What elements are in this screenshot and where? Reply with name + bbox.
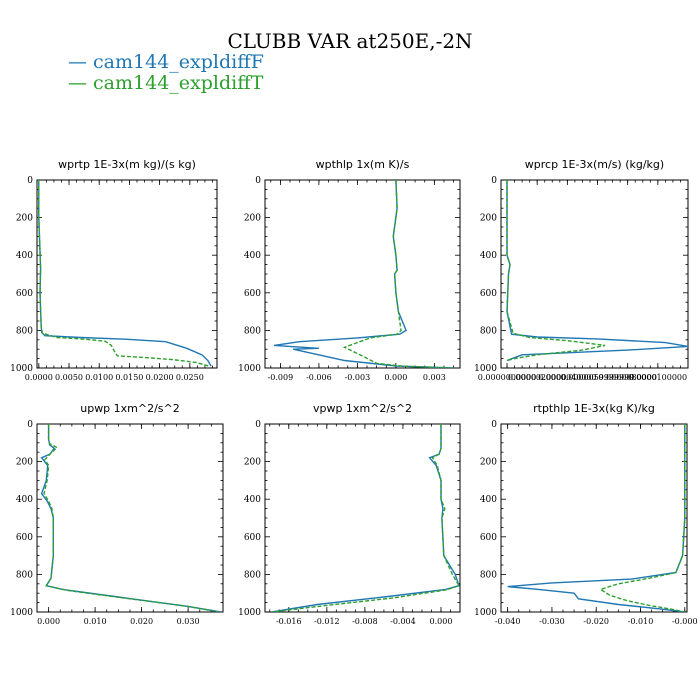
y-tick-label: 800 <box>480 326 497 336</box>
y-tick-label: 400 <box>16 251 33 261</box>
x-tick-label: -0.003 <box>345 373 371 382</box>
y-tick-label: 0 <box>255 420 261 430</box>
panel-3: upwp 1xm^2/s^2 0 200 400 600 800 1000 0.000 0.01… <box>10 402 224 626</box>
x-tick-label: 0.0000 <box>25 373 53 382</box>
x-tick-label: 0.0100 <box>85 373 113 382</box>
y-tick-label: 1000 <box>238 608 261 618</box>
x-tick-label: -0.004 <box>390 617 416 626</box>
figure-title: CLUBB VAR at250E,-2N <box>227 29 472 53</box>
series-line-1 <box>271 424 460 612</box>
y-tick-label: 200 <box>480 458 497 468</box>
y-tick-label: 0 <box>27 420 33 430</box>
y-tick-label: 800 <box>244 570 261 580</box>
panel-0: wprtp 1E-3x(m kg)/(s kg) 0 200 400 600 800 100… <box>10 158 218 382</box>
y-tick-label: 800 <box>16 570 33 580</box>
y-tick-label: 600 <box>16 289 33 299</box>
y-tick-label: 400 <box>16 495 33 505</box>
x-tick-label: 0.020 <box>130 617 153 626</box>
y-tick-label: 1000 <box>238 364 261 374</box>
y-tick-label: 200 <box>244 214 261 224</box>
y-tick-label: 1000 <box>474 608 497 618</box>
y-tick-label: 0 <box>491 176 497 186</box>
y-tick-label: 600 <box>244 289 261 299</box>
series-line-0 <box>40 424 221 612</box>
x-tick-label: 0.0000080000 <box>598 373 657 382</box>
series-line-0 <box>271 424 460 612</box>
x-tick-label: 0.003 <box>423 373 446 382</box>
x-tick-label: 0.0000100000 <box>629 373 688 382</box>
x-tick-label: -0.010 <box>628 617 654 626</box>
panel-4: vpwp 1xm^2/s^2 0 200 400 600 800 1000 -0.016 -0.… <box>238 402 461 626</box>
x-tick-label: 0.0150 <box>115 373 143 382</box>
series-line-0 <box>273 180 454 368</box>
series-line-1 <box>43 424 219 612</box>
y-tick-label: 200 <box>16 214 33 224</box>
x-tick-label: 0.010 <box>84 617 107 626</box>
legend-entry-0: — cam144_expldiffF <box>68 51 264 73</box>
panel-2: wprcp 1E-3x(m/s) (kg/kg) 0 200 400 600 800 100… <box>474 158 689 382</box>
y-tick-label: 1000 <box>10 608 33 618</box>
y-tick-label: 200 <box>480 214 497 224</box>
plot-frame <box>264 423 461 613</box>
y-tick-label: 200 <box>244 458 261 468</box>
x-tick-label: 0.000 <box>384 373 407 382</box>
x-tick-label: -0.009 <box>268 373 294 382</box>
x-tick-label: -0.006 <box>306 373 332 382</box>
y-tick-label: 600 <box>16 533 33 543</box>
x-tick-label: -0.000 <box>672 617 698 626</box>
x-tick-label: 0.0000040000 <box>538 373 597 382</box>
y-tick-label: 800 <box>480 570 497 580</box>
legend-entry-1: — cam144_expldiffT <box>68 72 264 94</box>
x-tick-label: -0.030 <box>539 617 565 626</box>
series-line-1 <box>38 180 210 367</box>
plot-frame <box>36 423 224 613</box>
x-tick-label: 0.0000059999999 <box>561 373 635 382</box>
series-line-1 <box>342 180 454 368</box>
plot-frame <box>500 179 689 369</box>
series-line-0 <box>507 424 686 612</box>
x-tick-label: 0.030 <box>177 617 200 626</box>
panel-title: vpwp 1xm^2/s^2 <box>313 402 412 415</box>
x-tick-label: -0.012 <box>314 617 340 626</box>
panel-title: wprtp 1E-3x(m kg)/(s kg) <box>58 158 196 171</box>
x-tick-label: 0.0000000000 <box>478 373 537 382</box>
y-tick-label: 1000 <box>10 364 33 374</box>
panel-1: wpthlp 1x(m K)/s 0 200 400 600 800 1000 -0.009 -… <box>238 158 461 382</box>
y-tick-label: 400 <box>244 495 261 505</box>
y-tick-label: 200 <box>16 458 33 468</box>
x-tick-label: 0.000 <box>430 617 453 626</box>
x-tick-label: 0.000 <box>37 617 60 626</box>
x-tick-label: -0.020 <box>583 617 609 626</box>
panel-title: wprcp 1E-3x(m/s) (kg/kg) <box>525 158 664 171</box>
panel-title: upwp 1xm^2/s^2 <box>80 402 180 415</box>
panel-title: rtpthlp 1E-3x(kg K)/kg <box>533 402 655 415</box>
y-tick-label: 400 <box>244 251 261 261</box>
series-line-1 <box>506 180 606 362</box>
y-tick-label: 400 <box>480 495 497 505</box>
plot-frame <box>264 179 461 369</box>
y-tick-label: 600 <box>480 289 497 299</box>
x-tick-label: 0.0200 <box>146 373 174 382</box>
plot-frame <box>500 423 688 613</box>
x-tick-label: 0.0000020000 <box>508 373 567 382</box>
series-line-0 <box>506 180 688 362</box>
x-tick-label: 0.0250 <box>176 373 204 382</box>
y-tick-label: 0 <box>27 176 33 186</box>
y-tick-label: 600 <box>480 533 497 543</box>
y-tick-label: 800 <box>244 326 261 336</box>
y-tick-label: 400 <box>480 251 497 261</box>
y-tick-label: 0 <box>255 176 261 186</box>
y-tick-label: 1000 <box>474 364 497 374</box>
panel-title: wpthlp 1x(m K)/s <box>316 158 410 171</box>
panel-5: rtpthlp 1E-3x(kg K)/kg02004006008001000-… <box>474 402 697 626</box>
x-tick-label: -0.016 <box>276 617 302 626</box>
y-tick-label: 800 <box>16 326 33 336</box>
series-line-1 <box>598 424 686 612</box>
y-tick-label: 600 <box>244 533 261 543</box>
x-tick-label: -0.040 <box>495 617 521 626</box>
x-tick-label: 0.0050 <box>55 373 83 382</box>
x-tick-label: -0.008 <box>352 617 378 626</box>
y-tick-label: 0 <box>491 420 497 430</box>
